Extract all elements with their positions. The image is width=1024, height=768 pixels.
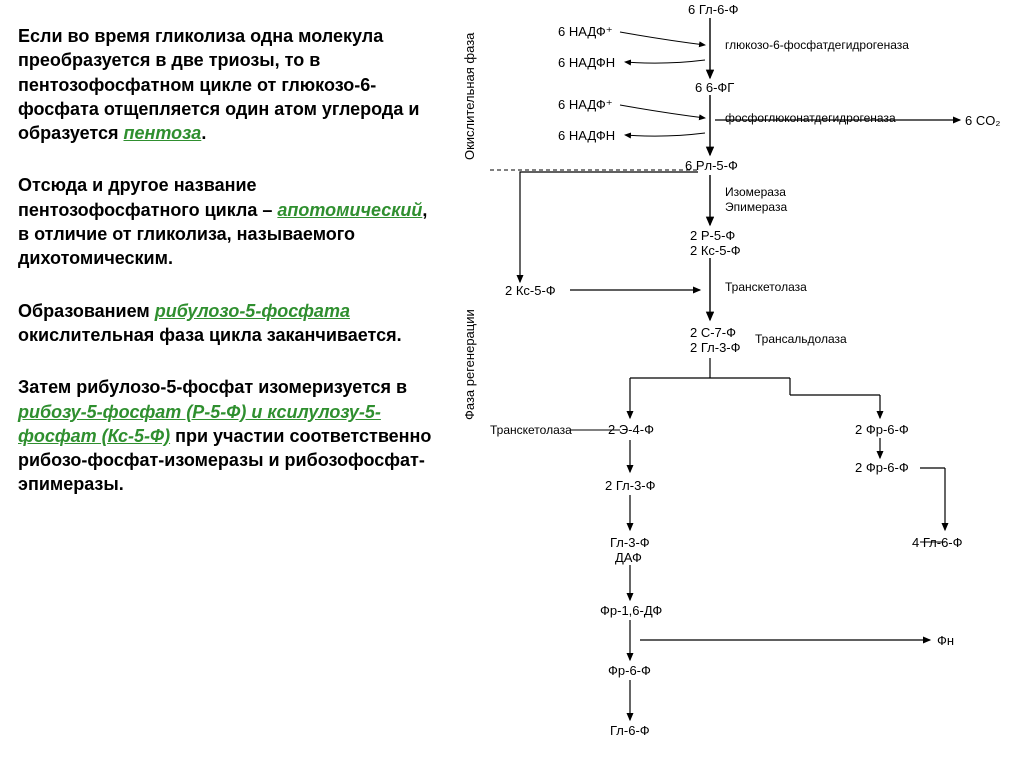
node-nadf-1: 6 НАДФ⁺ xyxy=(558,24,613,40)
node-gl6f-top: 6 Гл-6-Ф xyxy=(688,2,739,17)
enzyme-transketolase-2: Транскетолаза xyxy=(490,423,572,437)
node-e4f: 2 Э-4-Ф xyxy=(608,422,654,437)
node-4gl6f: 4 Гл-6-Ф xyxy=(912,535,963,550)
enzyme-g6pdh: глюкозо-6-фосфатдегидрогеназа xyxy=(725,38,909,52)
node-r5f: 2 Р-5-Ф xyxy=(690,228,735,243)
p1-text-a: Если во время гликолиза одна молекула пр… xyxy=(18,26,419,143)
p2-highlight: апотомический xyxy=(277,200,422,220)
node-gl6f-bottom: Гл-6-Ф xyxy=(610,723,650,738)
node-fr16df: Фр-1,6-ДФ xyxy=(600,603,662,618)
p1-text-c: . xyxy=(201,123,206,143)
enzyme-isomerase: Изомераза xyxy=(725,185,786,199)
node-kc5f-b: 2 Кс-5-Ф xyxy=(505,283,556,298)
node-fr6f-a: 2 Фр-6-Ф xyxy=(855,422,909,437)
paragraph-3: Образованием рибулозо-5-фосфата окислите… xyxy=(18,299,438,348)
node-6fg: 6 6-ФГ xyxy=(695,80,734,95)
p1-highlight: пентоза xyxy=(123,123,201,143)
node-nadfn-2: 6 НАДФН xyxy=(558,128,615,143)
paragraph-1: Если во время гликолиза одна молекула пр… xyxy=(18,24,438,145)
node-fr6f-c: Фр-6-Ф xyxy=(608,663,651,678)
pathway-diagram: Окислительная фаза Фаза регенерации xyxy=(450,0,1024,768)
p4-text-a: Затем рибулозо-5-фосфат изомеризуется в xyxy=(18,377,407,397)
p2-text-a: Отсюда и другое название пентозофосфатно… xyxy=(18,175,277,219)
node-nadf-2: 6 НАДФ⁺ xyxy=(558,97,613,113)
node-fr6f-b: 2 Фр-6-Ф xyxy=(855,460,909,475)
text-panel: Если во время гликолиза одна молекула пр… xyxy=(18,24,438,525)
enzyme-transaldolase: Трансальдолаза xyxy=(755,332,847,346)
node-c7f: 2 С-7-Ф xyxy=(690,325,736,340)
p3-text-a: Образованием xyxy=(18,301,155,321)
node-co2: 6 CO₂ xyxy=(965,113,1000,128)
node-fn: Фн xyxy=(937,633,954,648)
node-kc5f-a: 2 Кс-5-Ф xyxy=(690,243,741,258)
p3-highlight: рибулозо-5-фосфата xyxy=(155,301,350,321)
paragraph-4: Затем рибулозо-5-фосфат изомеризуется в … xyxy=(18,375,438,496)
enzyme-transketolase-1: Транскетолаза xyxy=(725,280,807,294)
node-nadfn-1: 6 НАДФН xyxy=(558,55,615,70)
node-rl5f: 6 Рл-5-Ф xyxy=(685,158,738,173)
p3-text-c: окислительная фаза цикла заканчивается. xyxy=(18,325,402,345)
node-daf: ДАФ xyxy=(615,550,642,565)
node-gl3f-b: 2 Гл-3-Ф xyxy=(605,478,656,493)
enzyme-pgdh: фосфоглюконатдегидрогеназа xyxy=(725,111,896,125)
enzyme-epimerase: Эпимераза xyxy=(725,200,787,214)
node-gl3f-a: 2 Гл-3-Ф xyxy=(690,340,741,355)
node-gl3f-c: Гл-3-Ф xyxy=(610,535,650,550)
paragraph-2: Отсюда и другое название пентозофосфатно… xyxy=(18,173,438,270)
